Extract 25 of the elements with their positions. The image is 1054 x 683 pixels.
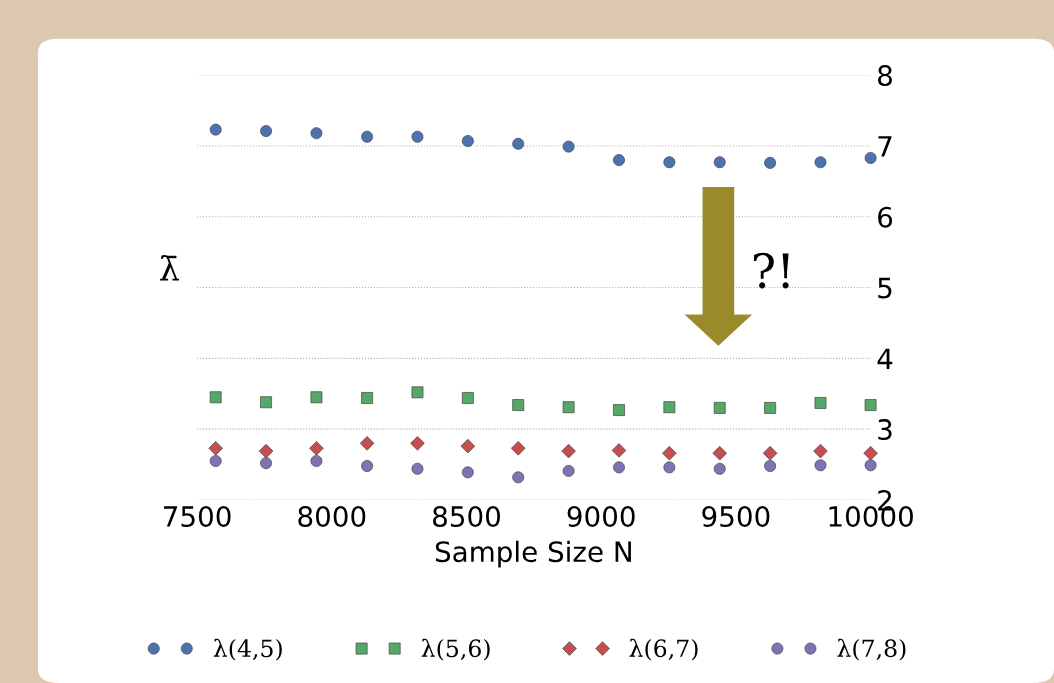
x-tick-label: 9500 <box>702 506 770 528</box>
x-axis-title: Sample Size N <box>435 540 631 568</box>
legend-label: λ(6,7) <box>629 638 698 661</box>
legend-label: λ(5,6) <box>421 638 490 661</box>
y-tick-label: 4 <box>877 348 893 369</box>
point <box>814 397 827 409</box>
point <box>361 392 373 404</box>
y-tick-label: 5 <box>878 277 892 299</box>
x-tick-label: 7500 <box>164 506 231 528</box>
legend-label: λ(7,8) <box>837 638 906 661</box>
point <box>461 392 474 404</box>
x-tick-label: 8500 <box>433 506 500 528</box>
x-tick-label: 9000 <box>567 506 635 528</box>
y-axis-title: λ̄ <box>160 255 179 281</box>
point <box>561 443 576 459</box>
y-tick-label: 3 <box>878 419 892 441</box>
y-tick-label: 8 <box>878 65 892 87</box>
annotation: ?! <box>754 252 789 289</box>
point <box>309 441 324 456</box>
y-tick-label: 6 <box>878 206 893 228</box>
point <box>863 446 878 461</box>
y-tick-label: 7 <box>878 136 892 157</box>
legend-label: λ(4,5) <box>213 638 282 661</box>
x-tick-label: 8000 <box>298 506 366 528</box>
point <box>611 443 627 458</box>
